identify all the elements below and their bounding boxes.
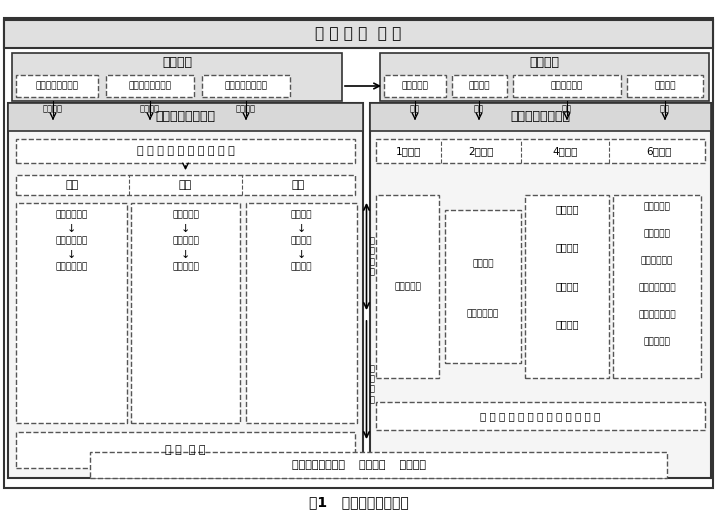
- Text: 激励: 激励: [660, 105, 670, 114]
- Bar: [8, 103, 363, 131]
- Bar: [376, 195, 439, 378]
- Text: 公共基础课: 公共基础课: [172, 211, 199, 219]
- Text: 课程思政领导小组: 课程思政领导小组: [36, 82, 78, 90]
- Bar: [16, 75, 98, 97]
- Bar: [613, 195, 701, 378]
- Text: 组织队伍: 组织队伍: [162, 56, 192, 70]
- Text: ↓: ↓: [67, 224, 76, 234]
- Text: 规范: 规范: [474, 105, 484, 114]
- Text: 6个模块: 6个模块: [646, 146, 672, 156]
- Text: 资源库简介: 资源库简介: [644, 202, 670, 212]
- Bar: [370, 103, 711, 131]
- Text: 章节层级: 章节层级: [555, 319, 579, 329]
- Text: 拓展资源库: 拓展资源库: [644, 337, 670, 346]
- Bar: [131, 203, 240, 423]
- Bar: [4, 20, 713, 48]
- Bar: [627, 75, 703, 97]
- Text: 指导性文件: 指导性文件: [402, 82, 429, 90]
- Bar: [384, 75, 446, 97]
- Bar: [12, 53, 342, 101]
- Bar: [16, 139, 355, 163]
- Text: 分类: 分类: [179, 180, 192, 190]
- Text: ↓: ↓: [181, 224, 190, 234]
- Text: 建设落实: 建设落实: [140, 105, 160, 114]
- Bar: [376, 402, 705, 430]
- Text: 优
选
培
育: 优 选 培 育: [370, 364, 375, 404]
- Text: 考核评价制度: 考核评价制度: [551, 82, 583, 90]
- Text: 研究探索: 研究探索: [236, 105, 256, 114]
- Text: 统筹协调: 统筹协调: [43, 105, 63, 114]
- Text: 4个层级: 4个层级: [552, 146, 578, 156]
- Text: 2个平台: 2个平台: [468, 146, 494, 156]
- Text: 管理服务平台: 管理服务平台: [467, 310, 499, 318]
- Text: 专业核心课: 专业核心课: [172, 263, 199, 271]
- Bar: [8, 103, 363, 478]
- Text: 专业资源库: 专业资源库: [644, 230, 670, 238]
- Text: 分层: 分层: [66, 180, 79, 190]
- Text: 新生入学: 新生入学: [291, 211, 312, 219]
- Text: 分段: 分段: [292, 180, 305, 190]
- Text: 课程思政示范库: 课程思政示范库: [638, 310, 676, 319]
- Text: 课 程  体 系: 课 程 体 系: [165, 445, 206, 455]
- Text: 课程思政示范专业    示范课程    示范课堂: 课程思政示范专业 示范课程 示范课堂: [292, 460, 425, 470]
- Text: 激励政策: 激励政策: [654, 82, 675, 90]
- Text: 课程思政教学资源: 课程思政教学资源: [511, 110, 571, 123]
- Text: 课程层级: 课程层级: [555, 281, 579, 291]
- Text: 1个门户: 1个门户: [396, 146, 421, 156]
- Bar: [16, 432, 355, 468]
- Text: 建设标准: 建设标准: [468, 82, 490, 90]
- Bar: [202, 75, 290, 97]
- Text: ↓: ↓: [297, 250, 306, 260]
- Bar: [246, 203, 357, 423]
- Text: ↓: ↓: [297, 224, 306, 234]
- Text: 指导: 指导: [410, 105, 420, 114]
- Bar: [370, 103, 711, 478]
- Bar: [376, 139, 705, 163]
- Text: 专业思政主线: 专业思政主线: [55, 211, 87, 219]
- Text: 医 学 专 业 课 程 思 政 教 学 资 源 库: 医 学 专 业 课 程 思 政 教 学 资 源 库: [480, 411, 601, 421]
- Text: 临床实习: 临床实习: [291, 263, 312, 271]
- Bar: [380, 53, 709, 101]
- Text: ↓: ↓: [67, 250, 76, 260]
- Bar: [513, 75, 621, 97]
- Text: 课程思政建设团队: 课程思政建设团队: [128, 82, 171, 90]
- Text: 资源库门户: 资源库门户: [394, 282, 421, 291]
- Bar: [16, 203, 127, 423]
- Bar: [525, 195, 609, 378]
- Bar: [16, 175, 355, 195]
- Bar: [106, 75, 194, 97]
- Text: 章节思政话题: 章节思政话题: [55, 263, 87, 271]
- Text: 资源平台: 资源平台: [473, 259, 494, 268]
- Bar: [452, 75, 507, 97]
- Text: 专业基础课: 专业基础课: [172, 236, 199, 246]
- Text: 课程思政育人模式: 课程思政育人模式: [156, 110, 216, 123]
- Text: 学 校 课 程 思 政 育 人 目 标: 学 校 课 程 思 政 育 人 目 标: [137, 146, 234, 156]
- Text: 学校层级: 学校层级: [555, 204, 579, 214]
- Text: 课程思政案例库: 课程思政案例库: [638, 283, 676, 292]
- Text: 示
范
引
领: 示 范 引 领: [370, 236, 375, 277]
- Text: 课 程 思 政  体 系: 课 程 思 政 体 系: [315, 26, 401, 41]
- Text: 保障制度: 保障制度: [529, 56, 559, 70]
- Bar: [445, 210, 521, 363]
- Text: ↓: ↓: [181, 250, 190, 260]
- Text: 图1   课程思政体系建设: 图1 课程思政体系建设: [308, 495, 409, 509]
- Bar: [90, 452, 667, 478]
- Text: 督促: 督促: [562, 105, 572, 114]
- Text: 课程思政研究中心: 课程思政研究中心: [224, 82, 267, 90]
- Text: 专业层级: 专业层级: [555, 243, 579, 252]
- Text: 分主题素材库: 分主题素材库: [641, 256, 673, 265]
- Text: 在校学习: 在校学习: [291, 236, 312, 246]
- Text: 课程思政主题: 课程思政主题: [55, 236, 87, 246]
